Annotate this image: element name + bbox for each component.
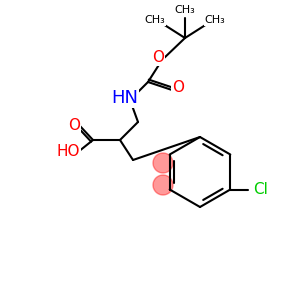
Circle shape xyxy=(153,153,173,173)
Text: O: O xyxy=(152,50,164,65)
Text: O: O xyxy=(172,80,184,95)
Text: CH₃: CH₃ xyxy=(175,5,195,15)
Text: O: O xyxy=(68,118,80,134)
Text: Cl: Cl xyxy=(253,182,268,197)
Text: CH₃: CH₃ xyxy=(145,15,165,25)
Text: CH₃: CH₃ xyxy=(205,15,225,25)
Text: HN: HN xyxy=(112,89,139,107)
Circle shape xyxy=(153,175,173,195)
Text: HO: HO xyxy=(56,145,80,160)
